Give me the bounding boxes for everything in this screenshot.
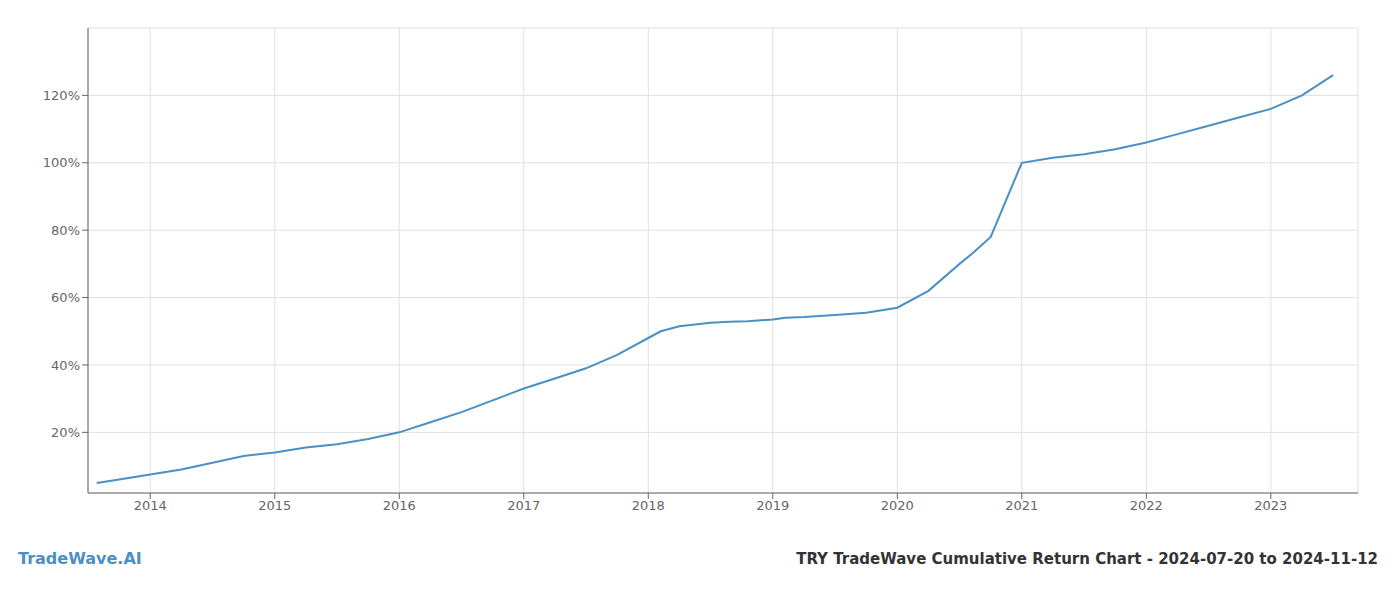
svg-text:60%: 60% xyxy=(51,290,80,305)
svg-text:2017: 2017 xyxy=(507,498,540,513)
html-text:TRY TradeWave Cumulative Retur: TRY TradeWave Cumulative Return Chart - … xyxy=(796,550,1378,568)
svg-text:120%: 120% xyxy=(43,88,80,103)
svg-text:2016: 2016 xyxy=(383,498,416,513)
svg-text:80%: 80% xyxy=(51,223,80,238)
svg-text:40%: 40% xyxy=(51,358,80,373)
svg-text:2014: 2014 xyxy=(134,498,167,513)
svg-text:2015: 2015 xyxy=(258,498,291,513)
svg-text:2021: 2021 xyxy=(1005,498,1038,513)
svg-text:2019: 2019 xyxy=(756,498,789,513)
svg-text:2018: 2018 xyxy=(632,498,665,513)
svg-text:20%: 20% xyxy=(51,425,80,440)
svg-text:2022: 2022 xyxy=(1130,498,1163,513)
html-text:TradeWave.AI: TradeWave.AI xyxy=(18,549,142,568)
svg-text:100%: 100% xyxy=(43,155,80,170)
svg-text:2023: 2023 xyxy=(1254,498,1287,513)
svg-text:2020: 2020 xyxy=(881,498,914,513)
